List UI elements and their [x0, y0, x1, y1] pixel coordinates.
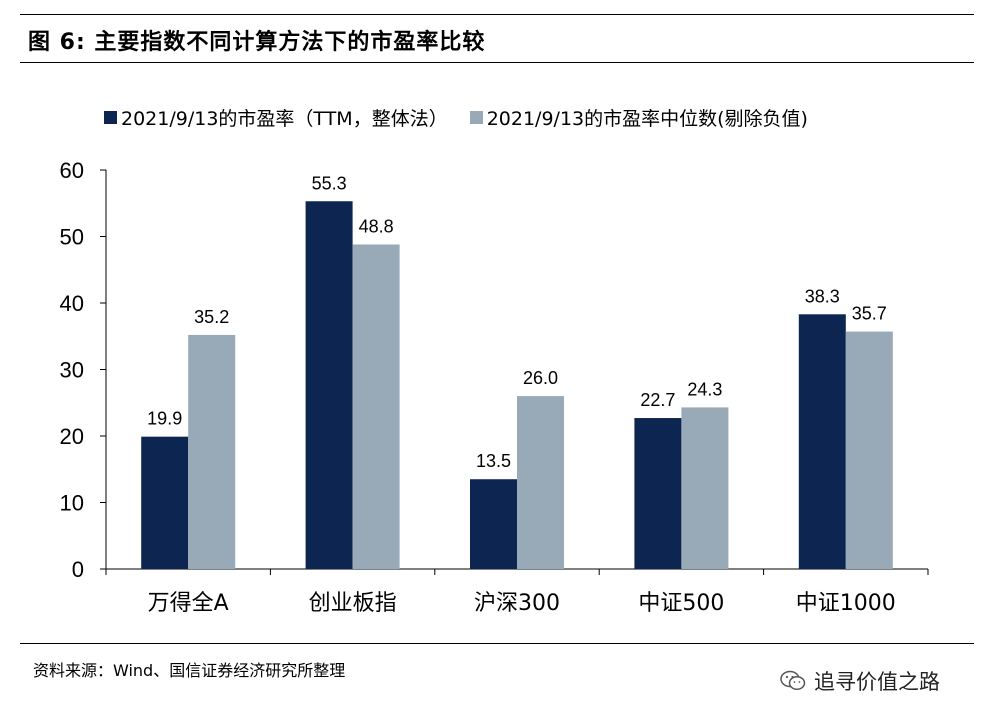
legend-label-series-2: 2021/9/13的市盈率中位数(剔除负值)	[486, 108, 808, 130]
y-tick-label: 30	[60, 358, 84, 383]
data-label: 22.7	[640, 390, 675, 410]
wechat-icon	[780, 670, 806, 691]
y-tick-label: 10	[60, 491, 84, 516]
data-label: 35.2	[194, 307, 229, 327]
x-category-label: 创业板指	[309, 591, 397, 616]
data-label: 35.7	[852, 304, 887, 324]
data-label: 38.3	[805, 286, 840, 306]
bar-series-2-2	[517, 396, 564, 569]
legend-item-series-2: 2021/9/13的市盈率中位数(剔除负值)	[469, 104, 808, 131]
data-label: 48.8	[359, 216, 394, 236]
bar-series-1-1	[305, 201, 353, 569]
title-underline	[20, 62, 974, 63]
chart-legend: 2021/9/13的市盈率（TTM，整体法） 2021/9/13的市盈率中位数(…	[104, 104, 830, 131]
bar-series-2-3	[681, 407, 729, 569]
top-rule	[20, 14, 974, 15]
watermark: 追寻价值之路	[780, 666, 940, 696]
bar-chart: 0 10 20 30 40 50 60 19.9 35.2 万得全A 55.3 48.8 创业板指 13.…	[60, 158, 929, 616]
data-label: 26.0	[523, 368, 558, 388]
source-note: 资料来源：Wind、国信证券经济研究所整理	[33, 661, 346, 680]
y-tick-label: 60	[60, 158, 84, 183]
figure-title: 图 6: 主要指数不同计算方法下的市盈率比较	[28, 30, 486, 55]
bar-series-1-2	[470, 479, 517, 569]
bar-series-2-1	[352, 244, 400, 569]
bar-series-2-0	[188, 334, 236, 569]
legend-label-series-1: 2021/9/13的市盈率（TTM，整体法）	[121, 108, 448, 130]
bar-series-2-4	[845, 331, 893, 569]
data-label: 13.5	[476, 451, 511, 471]
legend-swatch-series-2	[469, 111, 483, 124]
bar-series-1-4	[798, 314, 846, 569]
data-label: 55.3	[312, 173, 347, 193]
y-tick-label: 40	[60, 291, 84, 316]
y-tick-label: 50	[60, 225, 84, 250]
legend-item-series-1: 2021/9/13的市盈率（TTM，整体法）	[104, 104, 448, 131]
x-category-label: 万得全A	[148, 591, 229, 616]
data-label: 19.9	[147, 409, 182, 429]
x-category-label: 中证500	[638, 591, 724, 616]
bottom-rule	[20, 643, 974, 644]
bar-series-1-0	[141, 436, 189, 569]
bar-series-1-3	[634, 418, 682, 569]
y-tick-label: 0	[72, 557, 84, 582]
legend-swatch-series-1	[104, 111, 117, 124]
x-category-label: 沪深300	[474, 591, 560, 616]
data-label: 24.3	[687, 379, 722, 399]
y-tick-label: 20	[60, 424, 84, 449]
watermark-text: 追寻价值之路	[814, 670, 940, 694]
x-category-label: 中证1000	[796, 591, 896, 616]
